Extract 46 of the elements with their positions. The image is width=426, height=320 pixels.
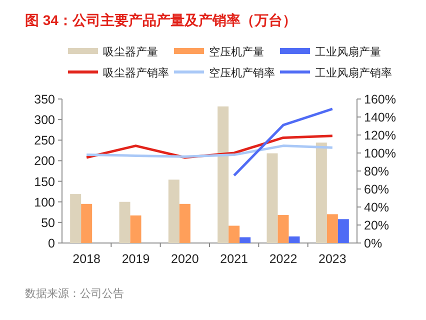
bar — [130, 215, 142, 243]
bar — [179, 204, 190, 243]
bar — [81, 204, 92, 243]
source-note: 数据来源：公司公告 — [25, 287, 124, 300]
y2-tick-label: 160% — [364, 92, 396, 106]
x-tick-label: 2021 — [220, 252, 248, 266]
bar — [278, 215, 289, 243]
legend-label: 工业风扇产销率 — [315, 66, 392, 80]
y2-tick-label: 40% — [364, 200, 390, 214]
y2-tick-label: 100% — [364, 146, 396, 160]
y-tick-label: 0 — [48, 236, 56, 250]
y2-tick-label: 60% — [364, 182, 390, 196]
bar — [119, 202, 130, 243]
bar — [228, 226, 240, 243]
y2-tick-label: 20% — [364, 218, 390, 232]
x-tick-label: 2019 — [122, 252, 150, 266]
y-tick-label: 350 — [34, 92, 56, 106]
bar — [338, 219, 349, 243]
y2-tick-label: 140% — [364, 110, 396, 124]
y-tick-label: 300 — [34, 113, 56, 128]
bar — [240, 237, 251, 243]
bar — [168, 180, 180, 243]
bar — [316, 142, 327, 243]
legend-label: 工业风扇产量 — [315, 46, 381, 58]
y2-tick-label: 120% — [364, 128, 396, 142]
y-tick-label: 100 — [34, 195, 56, 210]
y-tick-label: 150 — [34, 174, 56, 189]
legend-label: 空压机产销率 — [209, 66, 275, 80]
legend-label: 吸尘器产销率 — [103, 66, 169, 80]
bar — [326, 214, 338, 243]
y2-tick-label: 80% — [364, 164, 390, 178]
x-tick-label: 2018 — [72, 252, 101, 266]
bar — [70, 194, 82, 243]
bar — [288, 236, 300, 243]
legend-label: 空压机产量 — [209, 46, 264, 58]
x-tick-label: 2023 — [318, 252, 346, 266]
legend-label: 吸尘器产量 — [103, 46, 158, 58]
chart-title: 图 34：公司主要产品产量及产销率（万台） — [25, 12, 296, 28]
y-tick-label: 50 — [41, 216, 56, 230]
x-tick-label: 2022 — [269, 252, 298, 266]
bar — [218, 106, 229, 243]
y-tick-label: 250 — [34, 134, 56, 148]
x-tick-label: 2020 — [171, 252, 199, 266]
bar — [266, 153, 278, 243]
y2-tick-label: 0% — [364, 236, 382, 250]
y-tick-label: 200 — [34, 154, 56, 168]
